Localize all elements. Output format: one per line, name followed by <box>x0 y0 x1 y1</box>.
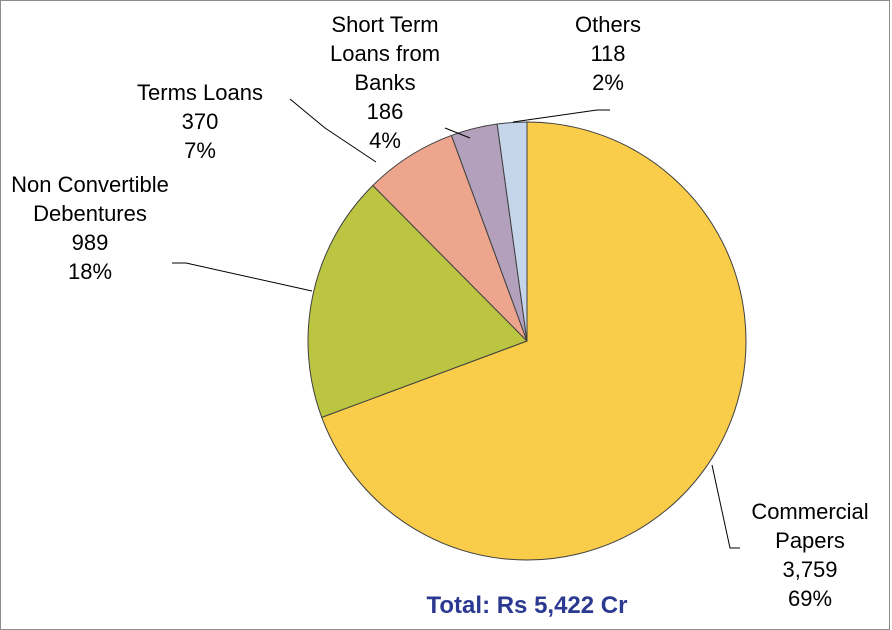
total-annotation: Total: Rs 5,422 Cr <box>426 592 628 619</box>
slice-label: Short Term Loans from Banks 186 4% <box>310 10 460 155</box>
percent-label: 69% <box>787 586 833 611</box>
pie-slice <box>496 121 528 342</box>
percent-label: 18% <box>67 259 113 284</box>
slice-label: Others 118 2% <box>560 10 656 97</box>
value-label: 370 <box>181 109 219 134</box>
slice-label: Non Convertible Debentures 989 18% <box>5 170 175 286</box>
percent-label: 2% <box>592 70 624 95</box>
value-label: 989 <box>71 230 109 255</box>
leader-line <box>512 109 610 123</box>
value-label: 186 <box>366 99 404 124</box>
percent-label: 7% <box>184 138 216 163</box>
value-label: 3,759 <box>782 557 838 582</box>
category-label: Terms Loans <box>137 80 263 105</box>
slice-label: Commercial Papers 3,759 69% <box>735 497 885 613</box>
slice-label: Terms Loans 370 7% <box>110 78 290 165</box>
category-label: Commercial Papers <box>751 499 869 553</box>
leader-line <box>289 98 377 163</box>
leader-line <box>172 262 313 292</box>
pie-slice <box>321 121 747 561</box>
value-label: 118 <box>590 41 626 66</box>
category-label: Others <box>574 12 642 37</box>
category-label: Short Term Loans from Banks <box>329 12 441 95</box>
category-label: Non Convertible Debentures <box>11 172 169 226</box>
pie-slice <box>307 184 528 419</box>
percent-label: 4% <box>369 128 401 153</box>
leader-line <box>711 464 740 549</box>
leader-line <box>444 127 471 139</box>
